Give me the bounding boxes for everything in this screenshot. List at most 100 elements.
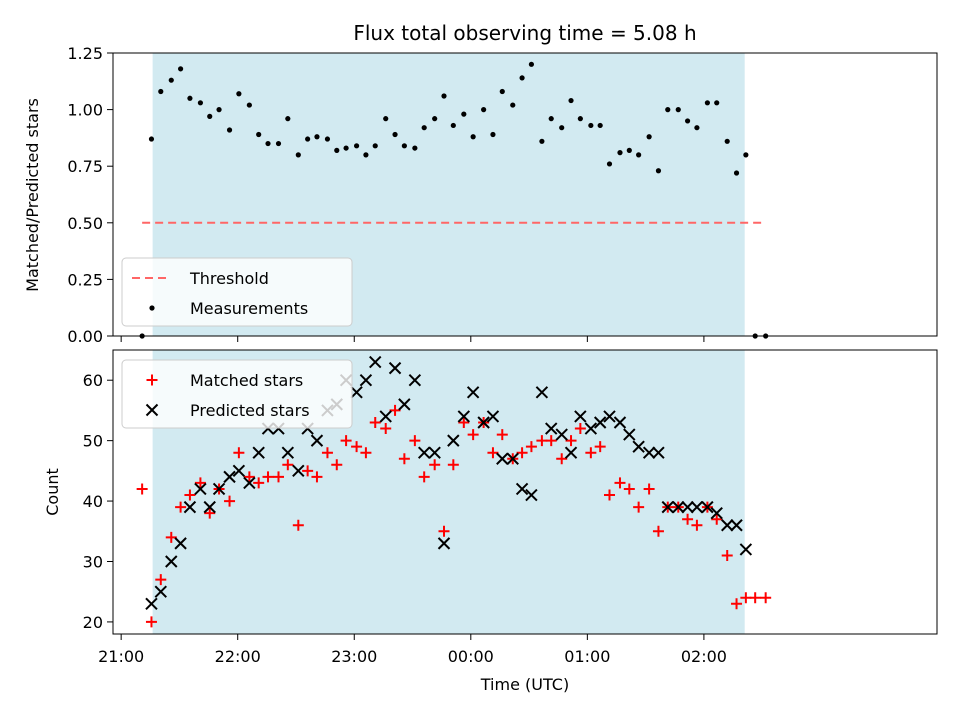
matched-star-point [525,441,537,453]
predicted-star-point [379,410,392,423]
measurement-point [383,116,389,122]
measurement-point [324,136,331,142]
matched-star-point [711,513,723,525]
predicted-star-point [232,464,246,478]
legend-label: Matched stars [190,371,303,390]
matched-star-point [467,429,479,441]
measurement-point [256,131,262,138]
legend-label: Measurements [190,299,308,318]
chart-title: Flux total observing time = 5.08 h [353,21,696,45]
matched-star-point [302,465,314,477]
predicted-star-point [555,428,568,441]
y-tick-label: 50 [83,432,103,451]
panel-0: 0.00 0.25 0.50 0.75 1.00 1.25 Threshold Measure… [67,44,938,346]
predicted-star-point [642,446,656,459]
predicted-star-point [252,446,265,459]
matched-star-point [691,519,703,531]
y-tick-label: 60 [83,371,103,390]
predicted-star-point [672,500,685,514]
predicted-star-point [457,410,471,423]
measurement-point [441,93,447,99]
predicted-star-point [292,464,305,478]
matched-star-point [194,477,206,489]
matched-star-point [447,459,459,471]
predicted-star-point [466,386,480,399]
matched-star-point [721,549,733,561]
measurement-point [490,131,496,138]
predicted-star-point [730,519,743,532]
measurement-point [510,102,516,108]
matched-star-point [292,519,304,531]
y-tick-label: 0.25 [67,270,103,289]
predicted-star-point [535,386,549,399]
predicted-star-point [603,410,616,423]
matched-star-point [145,616,157,628]
measurement-point [216,107,222,113]
measurement-point [265,140,271,147]
predicted-star-point [183,500,197,514]
matched-star-point [243,471,255,483]
measurement-point [597,122,603,129]
matched-star-point [380,423,392,435]
matched-star-point [136,483,148,495]
measurement-point [372,143,378,149]
predicted-star-point [710,506,723,520]
matched-star-point [272,471,284,483]
matched-star-point [224,495,236,507]
y-tick-label: 0.50 [67,214,103,233]
predicted-star-point [174,537,187,550]
measurement-point [559,125,565,131]
predicted-star-point [398,398,411,411]
measurement-point [743,152,749,158]
predicted-star-point [437,537,451,550]
measurement-point [646,134,652,140]
y-tick-label: 1.25 [67,44,103,63]
plot-frame [112,52,938,337]
measurement-point [617,150,623,156]
measurement-point [704,100,710,106]
matched-star-point [740,592,752,604]
matched-star-point [155,574,167,586]
measurement-point [481,107,487,113]
predicted-star-point [661,500,674,514]
matched-star-point [731,598,743,610]
measurement-point [519,75,525,81]
matched-star-point [487,447,499,459]
measurement-point [236,91,242,97]
matched-star-point [233,447,245,459]
measurement-point [392,131,398,138]
legend-label: Threshold [189,269,269,288]
legend-label: Predicted stars [190,401,310,420]
measurement-point [694,125,700,131]
predicted-star-point [154,585,167,598]
matched-star-point [545,435,557,447]
predicted-star-point [584,422,598,435]
measurement-point [305,136,311,142]
measurement-point [714,100,720,106]
predicted-star-point [417,446,431,459]
matched-star-point [389,404,401,416]
matched-star-point [262,471,274,483]
predicted-star-point [486,410,500,423]
predicted-star-point [477,416,490,429]
measurement-point [450,122,456,129]
measurement-point [606,161,613,167]
predicted-star-point [515,482,529,496]
matched-star-point [594,441,606,453]
panel-1: 20 30 40 50 60 21:00 22:00 23:00 00:00 01:00 02:00… [83,349,938,666]
predicted-star-point [574,410,587,423]
legend: Threshold Measurements [121,257,353,327]
measurement-point [343,145,349,151]
predicted-star-point [194,482,207,496]
predicted-star-point [506,452,519,465]
matched-star-point [282,459,294,471]
predicted-star-point [359,374,373,387]
measurement-point [421,125,427,131]
predicted-star-point [447,434,460,447]
predicted-star-point [721,519,734,532]
predicted-star-point [652,446,665,459]
predicted-star-point [545,422,558,435]
legend: Matched stars Predicted stars [121,359,353,429]
y-tick-label: 1.00 [67,101,103,120]
